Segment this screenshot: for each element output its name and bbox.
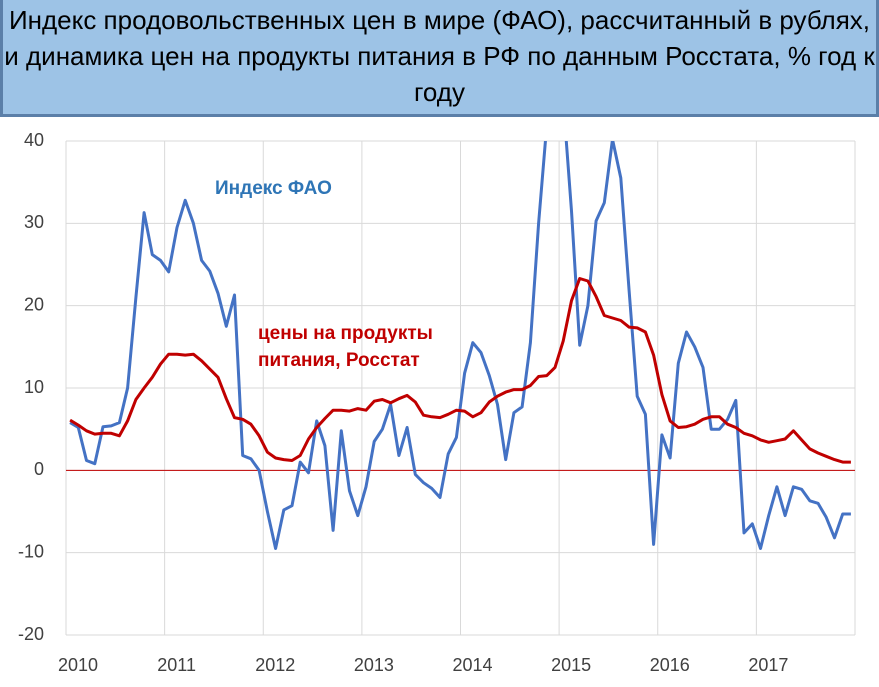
y-tick-label: 10	[24, 377, 44, 397]
series-label: цены на продукты питания, Росстат	[258, 323, 433, 371]
y-tick-label: 30	[24, 212, 44, 232]
x-tick-label: 2016	[650, 655, 690, 675]
y-tick-label: 20	[24, 294, 44, 314]
series-line	[69, 277, 851, 464]
series-label: Индекс ФАО	[215, 178, 332, 199]
series-line	[69, 141, 851, 550]
x-tick-label: 2015	[551, 655, 591, 675]
x-tick-label: 2012	[255, 655, 295, 675]
x-tick-label: 2013	[354, 655, 394, 675]
y-tick-label: 0	[34, 459, 44, 479]
chart-title: Индекс продовольственных цен в мире (ФАО…	[0, 0, 879, 117]
x-tick-label: 2014	[452, 655, 492, 675]
x-tick-label: 2010	[58, 655, 98, 675]
x-tick-label: 2011	[157, 655, 196, 675]
y-tick-label: -20	[18, 624, 44, 644]
y-tick-label: -10	[18, 541, 44, 561]
y-tick-label: 40	[24, 130, 44, 150]
x-tick-label: 2017	[748, 655, 788, 675]
